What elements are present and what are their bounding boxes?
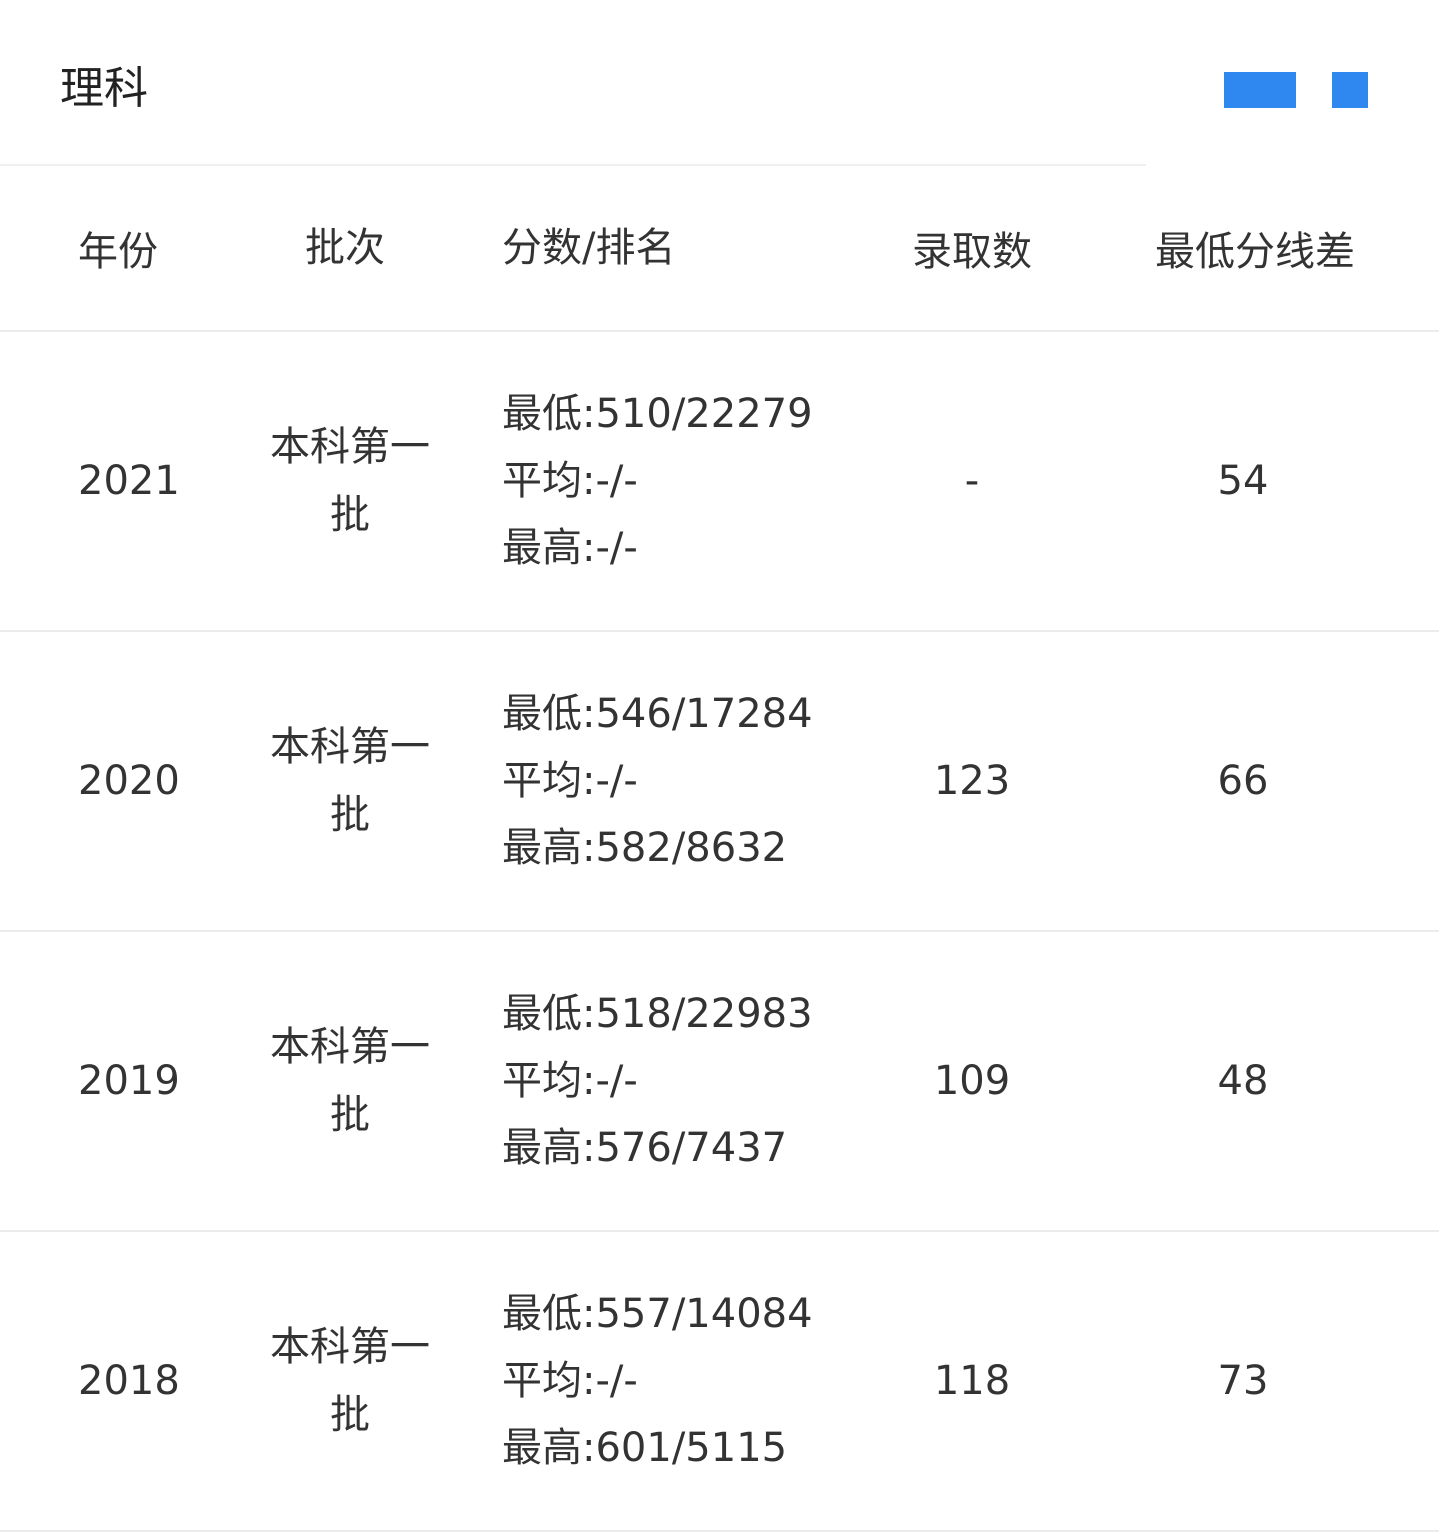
year: 2020 [78, 758, 180, 804]
admitted-count: 118 [933, 1358, 1011, 1404]
section-title: 理科 [60, 63, 148, 114]
score-max: 最高:576/7437 [502, 1124, 788, 1171]
batch: 本科第一批 [270, 1324, 430, 1438]
batch: 本科第一批 [270, 1024, 430, 1138]
admitted-count: 109 [933, 1058, 1011, 1104]
table-row: 2020 本科第一批 最低:546/17284 平均:-/- 最高:582/86… [0, 632, 1439, 932]
score-rank: 最低:557/14084 平均:-/- 最高:601/5115 [502, 1232, 813, 1530]
score-rank: 最低:546/17284 平均:-/- 最高:582/8632 [502, 632, 813, 930]
header-batch: 批次 [305, 225, 385, 271]
min-score-diff: 73 [1217, 1358, 1269, 1404]
header-min-score-diff: 最低分线差 [1155, 229, 1355, 275]
score-avg: 平均:-/- [502, 1057, 638, 1104]
view-toggle-wide-icon[interactable] [1224, 72, 1296, 108]
year: 2018 [78, 1358, 180, 1404]
admitted-count: - [964, 458, 980, 504]
score-avg: 平均:-/- [502, 757, 638, 804]
view-toggle-square-icon[interactable] [1332, 72, 1368, 108]
batch: 本科第一批 [270, 724, 430, 838]
score-rank: 最低:510/22279 平均:-/- 最高:-/- [502, 332, 813, 630]
min-score-diff: 54 [1217, 458, 1269, 504]
table-header: 年份 批次 分数/排名 录取数 最低分线差 [0, 166, 1439, 332]
table-row: 2019 本科第一批 最低:518/22983 平均:-/- 最高:576/74… [0, 932, 1439, 1232]
admitted-count: 123 [933, 758, 1011, 804]
min-score-diff: 48 [1217, 1058, 1269, 1104]
header-score-rank: 分数/排名 [502, 224, 676, 271]
batch: 本科第一批 [270, 424, 430, 538]
year: 2021 [78, 458, 180, 504]
score-min: 最低:557/14084 [502, 1290, 813, 1337]
divider [0, 164, 1146, 166]
score-min: 最低:546/17284 [502, 690, 813, 737]
score-avg: 平均:-/- [502, 1357, 638, 1404]
score-min: 最低:510/22279 [502, 390, 813, 437]
score-max: 最高:601/5115 [502, 1424, 788, 1471]
score-rank: 最低:518/22983 平均:-/- 最高:576/7437 [502, 932, 813, 1230]
header-admitted: 录取数 [912, 229, 1032, 275]
table-row: 2018 本科第一批 最低:557/14084 平均:-/- 最高:601/51… [0, 1232, 1439, 1532]
score-min: 最低:518/22983 [502, 990, 813, 1037]
score-avg: 平均:-/- [502, 457, 638, 504]
header-year: 年份 [78, 229, 158, 275]
min-score-diff: 66 [1217, 758, 1269, 804]
table-row: 2021 本科第一批 最低:510/22279 平均:-/- 最高:-/- - … [0, 332, 1439, 632]
score-max: 最高:-/- [502, 524, 638, 571]
year: 2019 [78, 1058, 180, 1104]
score-max: 最高:582/8632 [502, 824, 788, 871]
